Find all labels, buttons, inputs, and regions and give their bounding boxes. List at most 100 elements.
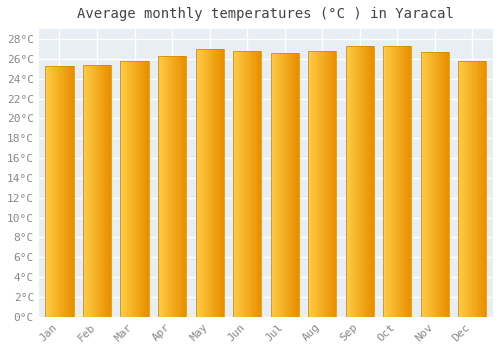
Bar	[392, 46, 393, 317]
Bar	[364, 46, 366, 317]
Bar	[292, 53, 293, 317]
Bar	[233, 51, 261, 317]
Bar	[160, 56, 161, 317]
Bar	[402, 46, 403, 317]
Bar	[100, 65, 101, 317]
Bar	[396, 46, 398, 317]
Bar	[174, 56, 175, 317]
Bar	[320, 51, 321, 317]
Bar	[464, 61, 466, 317]
Bar	[310, 51, 311, 317]
Bar	[270, 53, 299, 317]
Bar	[325, 51, 326, 317]
Bar	[361, 46, 362, 317]
Bar	[393, 46, 394, 317]
Bar	[110, 65, 111, 317]
Bar	[210, 49, 211, 317]
Bar	[334, 51, 335, 317]
Bar	[322, 51, 324, 317]
Bar	[315, 51, 316, 317]
Bar	[424, 52, 425, 317]
Bar	[326, 51, 328, 317]
Bar	[368, 46, 370, 317]
Bar	[421, 52, 449, 317]
Bar	[346, 46, 374, 317]
Bar	[180, 56, 182, 317]
Bar	[444, 52, 446, 317]
Bar	[276, 53, 278, 317]
Bar	[216, 49, 218, 317]
Bar	[175, 56, 176, 317]
Bar	[208, 49, 210, 317]
Bar	[211, 49, 212, 317]
Bar	[144, 61, 146, 317]
Bar	[54, 66, 55, 317]
Bar	[293, 53, 294, 317]
Bar	[347, 46, 348, 317]
Bar	[164, 56, 165, 317]
Bar	[247, 51, 248, 317]
Bar	[106, 65, 107, 317]
Bar	[485, 61, 486, 317]
Bar	[178, 56, 179, 317]
Bar	[196, 49, 224, 317]
Bar	[481, 61, 482, 317]
Bar	[257, 51, 258, 317]
Bar	[426, 52, 428, 317]
Bar	[372, 46, 374, 317]
Bar	[102, 65, 104, 317]
Bar	[162, 56, 164, 317]
Bar	[248, 51, 250, 317]
Bar	[335, 51, 336, 317]
Bar	[142, 61, 143, 317]
Bar	[168, 56, 170, 317]
Bar	[140, 61, 141, 317]
Bar	[400, 46, 402, 317]
Bar	[286, 53, 288, 317]
Bar	[430, 52, 432, 317]
Bar	[458, 61, 486, 317]
Bar	[284, 53, 286, 317]
Bar	[61, 66, 62, 317]
Bar	[130, 61, 132, 317]
Bar	[316, 51, 318, 317]
Bar	[165, 56, 166, 317]
Bar	[139, 61, 140, 317]
Bar	[253, 51, 254, 317]
Bar	[421, 52, 422, 317]
Bar	[275, 53, 276, 317]
Bar	[258, 51, 260, 317]
Bar	[46, 66, 47, 317]
Bar	[270, 53, 272, 317]
Bar	[408, 46, 410, 317]
Bar	[242, 51, 243, 317]
Bar	[348, 46, 350, 317]
Bar	[474, 61, 475, 317]
Bar	[197, 49, 198, 317]
Bar	[358, 46, 360, 317]
Bar	[466, 61, 467, 317]
Bar	[172, 56, 174, 317]
Bar	[182, 56, 184, 317]
Bar	[484, 61, 485, 317]
Bar	[298, 53, 299, 317]
Bar	[462, 61, 464, 317]
Bar	[58, 66, 59, 317]
Bar	[296, 53, 298, 317]
Bar	[480, 61, 481, 317]
Bar	[360, 46, 361, 317]
Bar	[367, 46, 368, 317]
Bar	[244, 51, 246, 317]
Bar	[129, 61, 130, 317]
Bar	[55, 66, 56, 317]
Bar	[47, 66, 48, 317]
Bar	[352, 46, 354, 317]
Bar	[206, 49, 207, 317]
Bar	[461, 61, 462, 317]
Bar	[60, 66, 61, 317]
Bar	[434, 52, 435, 317]
Bar	[476, 61, 478, 317]
Bar	[146, 61, 147, 317]
Bar	[246, 51, 247, 317]
Bar	[328, 51, 330, 317]
